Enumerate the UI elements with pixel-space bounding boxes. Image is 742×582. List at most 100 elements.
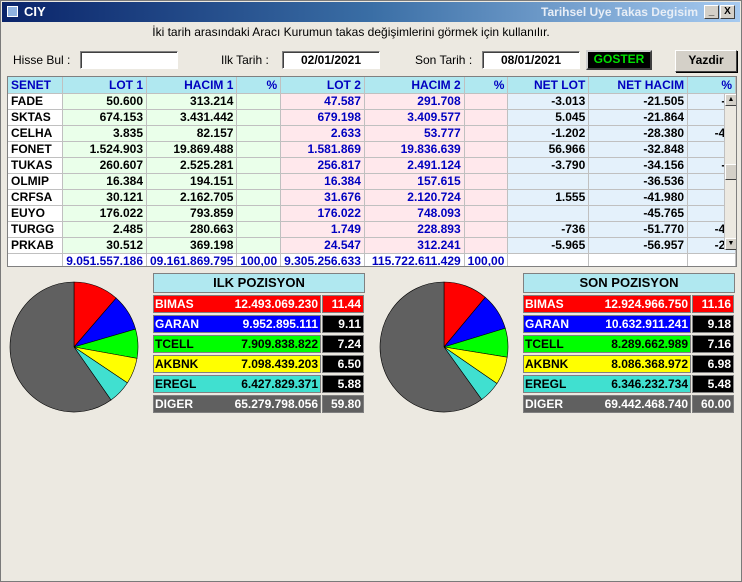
position-name-cell: EREGL 6.346.232.734 [523, 375, 691, 393]
ilk-tarih-field[interactable]: 02/01/2021 [282, 51, 380, 69]
hisse-search-input[interactable] [80, 51, 178, 69]
pie-slice-diger [379, 281, 483, 413]
position-name-cell: GARAN 10.632.911.241 [523, 315, 691, 333]
scroll-down-arrow[interactable]: ▼ [725, 238, 736, 250]
table-row[interactable]: SKTAS 674.153 3.431.442 679.198 3.409.577 5.0… [8, 109, 736, 126]
scroll-thumb[interactable] [725, 164, 736, 180]
takas-table: SENET LOT 1 HACIM 1 % LOT 2 HACIM 2 % NE… [8, 77, 736, 266]
table-row[interactable]: TURGG 2.485 280.663 1.749 228.893 -736 -51.770… [8, 221, 736, 238]
table-row[interactable]: OLMIP 16.384 194.151 16.384 157.615 -36.536 [8, 173, 736, 190]
table-cell: 82.157 [146, 125, 238, 142]
position-pct: 7.16 [692, 335, 734, 353]
position-pct: 59.80 [322, 395, 364, 413]
table-cell: 19.836.639 [364, 141, 465, 158]
table-cell: -41.980 [588, 189, 689, 206]
position-value: 9.952.895.111 [242, 317, 318, 331]
table-cell: 228.893 [364, 221, 465, 238]
table-cell [507, 205, 590, 222]
table-cell [464, 237, 509, 254]
position-name-cell: BIMAS 12.924.966.750 [523, 295, 691, 313]
son-tarih-field[interactable]: 08/01/2021 [482, 51, 580, 69]
table-cell: 748.093 [364, 205, 465, 222]
table-cell [236, 141, 282, 158]
table-cell [687, 205, 736, 222]
position-symbol: GARAN [525, 317, 569, 331]
table-cell [236, 125, 282, 142]
table-cell [464, 141, 509, 158]
table-cell: 291.708 [364, 93, 465, 110]
table-row[interactable]: FONET 1.524.903 19.869.488 1.581.869 19.836.… [8, 141, 736, 158]
table-cell [464, 173, 509, 190]
position-name-cell: TCELL 7.909.838.822 [153, 335, 321, 353]
position-name-cell: GARAN 9.952.895.111 [153, 315, 321, 333]
total-cell: 9.051.557.186 [62, 253, 147, 266]
senet-cell: SKTAS [8, 109, 64, 126]
col-lot1[interactable]: LOT 1 [62, 77, 147, 94]
col-hacim1[interactable]: HACIM 1 [146, 77, 238, 94]
table-row[interactable]: EUYO 176.022 793.859 176.022 748.093 -45.765 [8, 205, 736, 222]
position-pct: 6.98 [692, 355, 734, 373]
table-cell: 16.384 [62, 173, 147, 190]
table-cell [507, 173, 590, 190]
minimize-button[interactable]: _ [704, 5, 719, 19]
table-cell: 674.153 [62, 109, 147, 126]
app-icon [7, 6, 18, 17]
senet-cell: OLMIP [8, 173, 64, 190]
table-cell [464, 109, 509, 126]
table-cell [464, 125, 509, 142]
app-title: CIY [24, 4, 46, 19]
table-row[interactable]: TUKAS 260.607 2.525.281 256.817 2.491.124 -3.… [8, 157, 736, 174]
position-symbol: BIMAS [155, 297, 194, 311]
position-symbol: AKBNK [155, 357, 199, 371]
col-hacim2[interactable]: HACIM 2 [364, 77, 465, 94]
close-button[interactable]: X [720, 5, 735, 19]
table-cell: 5.045 [507, 109, 590, 126]
position-symbol: EREGL [525, 377, 567, 391]
table-row[interactable]: CELHA 3.835 82.157 2.633 53.777 -1.202 -28.380… [8, 125, 736, 142]
table-cell: -34.156 [588, 157, 689, 174]
table-cell [236, 237, 282, 254]
col-nethacim[interactable]: NET HACIM [588, 77, 689, 94]
table-cell: 1.749 [280, 221, 365, 238]
position-name-cell: BIMAS 12.493.069.230 [153, 295, 321, 313]
grid-body: FADE 50.600 313.214 47.587 291.708 -3.013 -21.… [8, 93, 736, 266]
table-cell: 2.120.724 [364, 189, 465, 206]
table-cell: 679.198 [280, 109, 365, 126]
col-pct2[interactable]: % [464, 77, 509, 94]
total-cell: 09.161.869.795 [146, 253, 238, 266]
table-cell: 2.485 [62, 221, 147, 238]
grid-header-row: SENET LOT 1 HACIM 1 % LOT 2 HACIM 2 % NE… [8, 77, 736, 94]
goster-button[interactable]: GOSTER [586, 50, 652, 70]
senet-cell: TURGG [8, 221, 64, 238]
ilk-tarih-label: Ilk Tarih : [221, 53, 269, 67]
table-cell: 30.512 [62, 237, 147, 254]
table-cell: 53.777 [364, 125, 465, 142]
table-cell: 24.547 [280, 237, 365, 254]
col-netlot[interactable]: NET LOT [507, 77, 590, 94]
table-cell [236, 189, 282, 206]
table-row[interactable]: CRFSA 30.121 2.162.705 31.676 2.120.724 1.555… [8, 189, 736, 206]
title-bar[interactable]: CIY Tarihsel Uye Takas Degisim _ X [2, 2, 740, 22]
position-value: 8.289.662.989 [611, 337, 688, 351]
yazdir-button[interactable]: Yazdir [675, 50, 737, 72]
col-lot2[interactable]: LOT 2 [280, 77, 365, 94]
senet-cell: EUYO [8, 205, 64, 222]
window-subtitle: Tarihsel Uye Takas Degisim [541, 5, 698, 19]
senet-cell: FONET [8, 141, 64, 158]
table-cell: 312.241 [364, 237, 465, 254]
table-row[interactable]: PRKAB 30.512 369.198 24.547 312.241 -5.965 -56… [8, 237, 736, 254]
position-symbol: DIGER [155, 397, 194, 411]
hisse-label: Hisse Bul : [13, 53, 71, 67]
table-cell: 176.022 [62, 205, 147, 222]
position-symbol: AKBNK [525, 357, 569, 371]
table-cell: 16.384 [280, 173, 365, 190]
col-senet[interactable]: SENET [8, 77, 64, 94]
senet-cell: PRKAB [8, 237, 64, 254]
grid-scrollbar[interactable]: ▲ ▼ [724, 94, 736, 250]
table-row[interactable]: FADE 50.600 313.214 47.587 291.708 -3.013 -21.… [8, 93, 736, 110]
col-pct3[interactable]: % [687, 77, 736, 94]
position-name-cell: DIGER 69.442.468.740 [523, 395, 691, 413]
col-pct1[interactable]: % [236, 77, 282, 94]
scroll-up-arrow[interactable]: ▲ [725, 94, 736, 106]
son-tarih-label: Son Tarih : [415, 53, 473, 67]
